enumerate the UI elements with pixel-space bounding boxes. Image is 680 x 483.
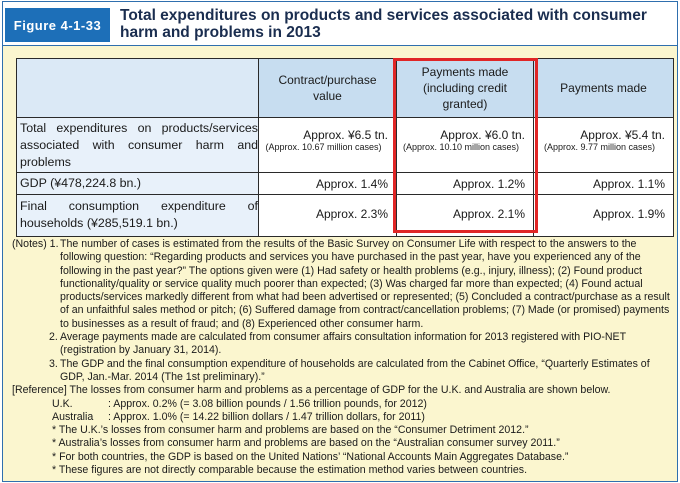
- note-3-text: The GDP and the final consumption expend…: [60, 357, 650, 383]
- reference-au: Australia : Approx. 1.0% (= 14.22 billion…: [12, 411, 676, 424]
- notes-section: (Notes) 1. The number of cases is estima…: [12, 238, 676, 477]
- value-gdp-payments: Approx. 1.1%: [534, 173, 674, 195]
- figure-label: Figure 4-1-33: [5, 8, 110, 42]
- cell-total-payments-credit: Approx. ¥6.0 tn. (Approx. 10.10 million …: [397, 118, 534, 173]
- note-1-prefix: (Notes) 1.: [12, 238, 59, 250]
- row-label-gdp: GDP (¥478,224.8 bn.): [17, 173, 259, 195]
- note-2-prefix: 2.: [49, 331, 58, 344]
- expenditure-table: [16, 58, 674, 237]
- value-total-contract: Approx. ¥6.5 tn.: [303, 128, 388, 142]
- note-2: 2. Average payments made are calculated …: [12, 331, 676, 358]
- reference-bullet-2: * Australia’s losses from consumer harm …: [52, 437, 560, 450]
- subvalue-total-payments: (Approx. 9.77 million cases): [543, 142, 656, 152]
- subvalue-total-payments-credit: (Approx. 10.10 million cases): [402, 142, 520, 152]
- note-2-text: Average payments made are calculated fro…: [60, 331, 626, 357]
- reference-uk-text: : Approx. 0.2% (= 3.08 billion pounds / …: [108, 397, 427, 410]
- value-household-payments-credit: Approx. 2.1%: [397, 195, 534, 237]
- note-3-prefix: 3.: [49, 357, 58, 370]
- note-1-text: The number of cases is estimated from th…: [60, 238, 670, 330]
- note-1: (Notes) 1. The number of cases is estima…: [12, 238, 676, 331]
- value-total-payments-credit: Approx. ¥6.0 tn.: [440, 128, 525, 142]
- value-household-payments: Approx. 1.9%: [534, 195, 674, 237]
- value-gdp-payments-credit: Approx. 1.2%: [397, 173, 534, 195]
- figure-title: Total expenditures on products and servi…: [120, 7, 647, 41]
- cell-total-payments: Approx. ¥5.4 tn. (Approx. 9.77 million c…: [534, 118, 674, 173]
- reference-uk: U.K. : Approx. 0.2% (= 3.08 billion pound…: [12, 398, 676, 411]
- reference-line: [Reference] The losses from consumer har…: [12, 384, 611, 397]
- value-household-contract: Approx. 2.3%: [259, 195, 397, 237]
- subvalue-total-contract: (Approx. 10.67 million cases): [265, 142, 382, 152]
- reference-au-label: Australia: [52, 410, 94, 423]
- col-header-payments: Payments made: [534, 59, 674, 118]
- value-total-payments: Approx. ¥5.4 tn.: [580, 128, 665, 142]
- col-header-payments-credit: Payments made (including credit granted): [397, 59, 534, 118]
- reference-bullet-1: * The U.K.’s losses from consumer harm a…: [52, 424, 529, 437]
- note-3: 3. The GDP and the final consumption exp…: [12, 358, 676, 385]
- reference-uk-label: U.K.: [52, 397, 73, 410]
- figure-header: Figure 4-1-33 Total expenditures on prod…: [3, 2, 677, 46]
- col-header-contract-text: Contract/purchase value: [278, 73, 377, 103]
- col-header-payments-text: Payments made: [560, 81, 647, 95]
- col-header-contract: Contract/purchase value: [259, 59, 397, 118]
- reference-bullet-3: * For both countries, the GDP is based o…: [52, 450, 569, 463]
- row-label-total: Total expenditures on products/services …: [17, 118, 259, 173]
- reference-au-text: : Approx. 1.0% (= 14.22 billion dollars …: [108, 410, 425, 423]
- table-corner-cell: [17, 59, 259, 118]
- reference-bullet-4: * These figures are not directly compara…: [52, 464, 528, 477]
- col-header-payments-credit-text: Payments made (including credit granted): [421, 65, 509, 111]
- row-label-household: Final consumption expenditure of househo…: [17, 195, 259, 237]
- value-gdp-contract: Approx. 1.4%: [259, 173, 397, 195]
- cell-total-contract: Approx. ¥6.5 tn. (Approx. 10.67 million …: [259, 118, 397, 173]
